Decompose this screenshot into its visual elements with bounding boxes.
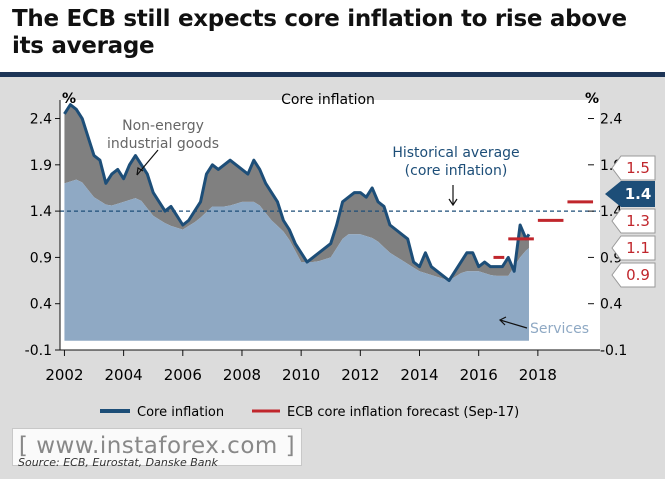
y-tick-label-right: 0.4 xyxy=(600,297,622,313)
annotation-average-arrowhead xyxy=(448,198,458,207)
callout-box xyxy=(611,155,656,181)
x-tick-label: 2002 xyxy=(45,366,83,384)
x-tick-label: 2014 xyxy=(400,366,438,384)
forecast-callouts: 1.5 1.4 1.3 1.1 0.9 xyxy=(605,155,656,288)
x-tick-label: 2010 xyxy=(282,366,320,384)
y-axis-unit-right: % xyxy=(585,91,599,107)
y-tick-label-left: 0.4 xyxy=(30,297,52,313)
callout-value: 1.4 xyxy=(625,185,652,203)
plot-title: Core inflation xyxy=(281,92,375,108)
y-tick-label-right: -0.1 xyxy=(600,343,627,359)
callout-value: 1.5 xyxy=(626,159,650,177)
y-axis-unit-left: % xyxy=(62,91,76,107)
x-tick-label: 2016 xyxy=(460,366,498,384)
callout-box xyxy=(611,208,656,234)
series-services-area xyxy=(64,179,529,341)
y-tick-label-left: 1.9 xyxy=(30,158,52,174)
axes-group: 2.4 2.41.9 1.91.4 1.40.9 0.90.4 0.4-0.1 -0.120… xyxy=(25,100,627,384)
forecast-group xyxy=(493,200,594,259)
x-tick-label: 2004 xyxy=(105,366,143,384)
callout-value: 0.9 xyxy=(626,266,650,284)
annotation-historical-average: Historical average (core inflation) xyxy=(392,145,519,179)
callout-value: 1.3 xyxy=(626,212,650,230)
y-tick-label-left: 0.9 xyxy=(30,250,52,266)
callout-value: 1.1 xyxy=(626,239,650,257)
y-tick-label-left: 2.4 xyxy=(30,112,52,128)
series-core-line xyxy=(63,103,531,283)
y-tick-label-left: -0.1 xyxy=(25,343,52,359)
series-group xyxy=(63,103,531,341)
callout-box xyxy=(605,181,655,207)
callout-box xyxy=(611,262,656,288)
x-tick-label: 2018 xyxy=(519,366,557,384)
annotation-services: Services xyxy=(530,321,589,337)
legend-forecast-label: ECB core inflation forecast (Sep-17) xyxy=(287,405,519,420)
y-tick-label-right: 2.4 xyxy=(600,112,622,128)
annotation-services-arrow xyxy=(499,319,528,329)
y-tick-label-left: 1.4 xyxy=(30,204,52,220)
annotation-non-energy: Non-energy industrial goods xyxy=(107,118,219,152)
source-note: Source: ECB, Eurostat, Danske Bank xyxy=(18,456,218,469)
x-tick-label: 2012 xyxy=(341,366,379,384)
annotation-non-energy-arrow xyxy=(136,149,159,176)
chart-title: The ECB still expects core inflation to … xyxy=(12,6,627,59)
callout-box xyxy=(611,235,656,261)
annotation-non-energy-arrowhead xyxy=(136,167,144,176)
annotation-services-arrowhead xyxy=(498,316,507,326)
title-divider xyxy=(0,72,665,77)
x-tick-label: 2008 xyxy=(223,366,261,384)
x-tick-label: 2006 xyxy=(164,366,202,384)
legend-core-label: Core inflation xyxy=(137,405,224,420)
watermark: [ www.instaforex.com ] xyxy=(12,428,302,466)
